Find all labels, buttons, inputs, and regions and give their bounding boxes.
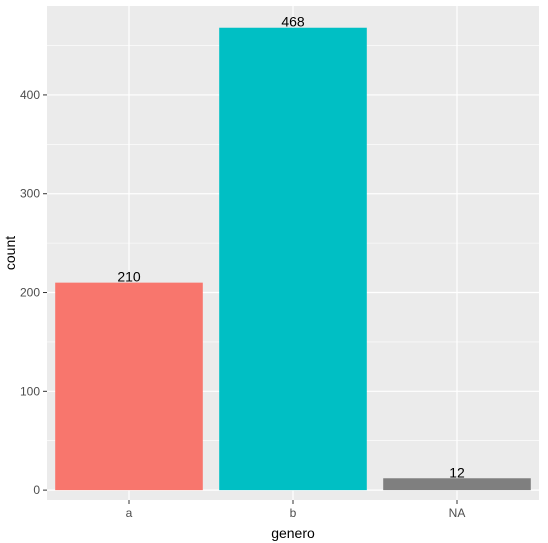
y-tick-label: 100 (20, 384, 40, 398)
y-tick-label: 300 (20, 187, 40, 201)
x-tick-label: b (290, 506, 297, 520)
y-tick-label: 0 (33, 483, 40, 497)
x-tick-label: NA (449, 506, 466, 520)
y-tick-label: 200 (20, 286, 40, 300)
y-axis-ticks: 0 100 200 300 400 (20, 88, 47, 497)
y-axis-title: count (2, 236, 18, 270)
data-label-b: 468 (281, 14, 305, 30)
data-labels: 210 468 12 (117, 14, 465, 481)
data-label-a: 210 (117, 269, 141, 285)
x-axis-title: genero (271, 525, 315, 541)
bar-a (55, 282, 203, 491)
x-tick-label: a (126, 506, 133, 520)
data-label-na: 12 (449, 464, 465, 480)
bar-na (383, 478, 531, 491)
x-axis-ticks: a b NA (126, 500, 466, 520)
bar-b (219, 27, 367, 491)
bars (55, 27, 531, 491)
y-tick-label: 400 (20, 88, 40, 102)
